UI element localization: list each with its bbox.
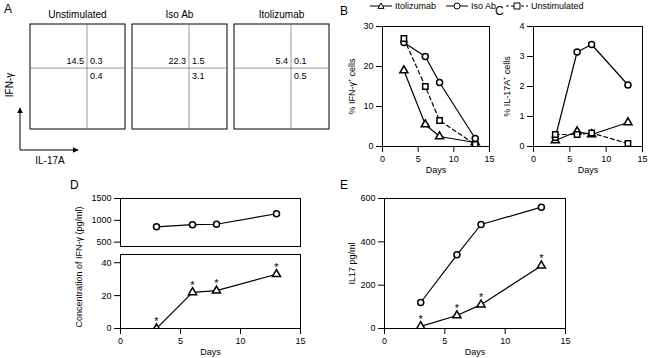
svg-text:Unstimulated: Unstimulated: [48, 9, 106, 20]
svg-text:500: 500: [96, 237, 111, 247]
svg-text:*: *: [419, 313, 424, 325]
svg-text:Concentration of IFN-γ (pg/ml): Concentration of IFN-γ (pg/ml): [74, 206, 84, 327]
svg-text:*: *: [274, 261, 279, 273]
svg-text:20: 20: [101, 290, 111, 300]
svg-text:1: 1: [519, 111, 524, 121]
svg-text:*: *: [455, 302, 460, 314]
svg-text:10: 10: [601, 154, 611, 164]
svg-text:0: 0: [382, 336, 387, 346]
svg-text:10: 10: [449, 154, 459, 164]
svg-text:600: 600: [360, 193, 375, 203]
html-text:Unstimulated: Unstimulated: [531, 1, 584, 11]
html-text:B: B: [340, 4, 348, 18]
svg-text:Days: Days: [426, 165, 447, 175]
svg-text:% IL-17A⁺ cells: % IL-17A⁺ cells: [502, 56, 512, 117]
svg-text:5.4: 5.4: [275, 56, 288, 66]
html-text:Iso Ab: Iso Ab: [471, 1, 497, 11]
svg-text:Days: Days: [200, 347, 221, 357]
svg-text:0.1: 0.1: [294, 56, 307, 66]
svg-text:A: A: [4, 2, 12, 16]
svg-text:0.3: 0.3: [90, 56, 103, 66]
svg-text:3.1: 3.1: [192, 71, 205, 81]
svg-text:5: 5: [416, 154, 421, 164]
svg-text:10: 10: [500, 336, 510, 346]
svg-text:15: 15: [560, 336, 570, 346]
svg-text:15: 15: [295, 336, 305, 346]
svg-text:0: 0: [380, 154, 385, 164]
svg-text:5: 5: [567, 154, 572, 164]
svg-text:400: 400: [360, 237, 375, 247]
svg-text:0.4: 0.4: [90, 71, 103, 81]
svg-text:14.5: 14.5: [66, 56, 84, 66]
svg-text:10: 10: [363, 101, 373, 111]
svg-text:IL17 pg/ml: IL17 pg/ml: [347, 242, 357, 284]
svg-text:0.5: 0.5: [294, 71, 307, 81]
svg-text:0: 0: [370, 323, 375, 333]
svg-text:0: 0: [118, 336, 123, 346]
svg-text:30: 30: [363, 21, 373, 31]
svg-text:Itolizumab: Itolizumab: [259, 9, 305, 20]
svg-text:4: 4: [519, 21, 524, 31]
svg-text:0: 0: [519, 141, 524, 151]
svg-text:% IFN-γ⁺ cells: % IFN-γ⁺ cells: [347, 58, 357, 115]
svg-text:IFN-γ: IFN-γ: [4, 73, 15, 97]
svg-text:Days: Days: [465, 347, 486, 357]
html-text:C: C: [495, 4, 504, 18]
svg-text:1000: 1000: [91, 215, 111, 225]
svg-text:Iso Ab: Iso Ab: [166, 9, 194, 20]
html-text:E: E: [340, 178, 348, 192]
svg-text:3: 3: [519, 51, 524, 61]
svg-text:15: 15: [484, 154, 494, 164]
svg-text:1500: 1500: [91, 193, 111, 203]
svg-text:0: 0: [531, 154, 536, 164]
svg-text:5: 5: [442, 336, 447, 346]
html-text:D: D: [70, 178, 79, 192]
svg-text:*: *: [479, 291, 484, 303]
svg-text:20: 20: [363, 61, 373, 71]
svg-text:22.3: 22.3: [168, 56, 186, 66]
svg-text:200: 200: [360, 280, 375, 290]
svg-text:15: 15: [637, 154, 647, 164]
svg-text:*: *: [190, 279, 195, 291]
html-text:Itolizumab: Itolizumab: [395, 1, 436, 11]
svg-text:Days: Days: [578, 165, 599, 175]
svg-text:10: 10: [235, 336, 245, 346]
svg-text:40: 40: [101, 258, 111, 268]
svg-text:5: 5: [178, 336, 183, 346]
svg-text:IL-17A: IL-17A: [35, 155, 65, 166]
svg-text:0: 0: [368, 141, 373, 151]
svg-text:*: *: [214, 277, 219, 289]
svg-text:*: *: [539, 252, 544, 264]
svg-text:1.5: 1.5: [192, 56, 205, 66]
svg-text:*: *: [154, 315, 159, 327]
svg-text:0: 0: [106, 323, 111, 333]
svg-text:2: 2: [519, 81, 524, 91]
